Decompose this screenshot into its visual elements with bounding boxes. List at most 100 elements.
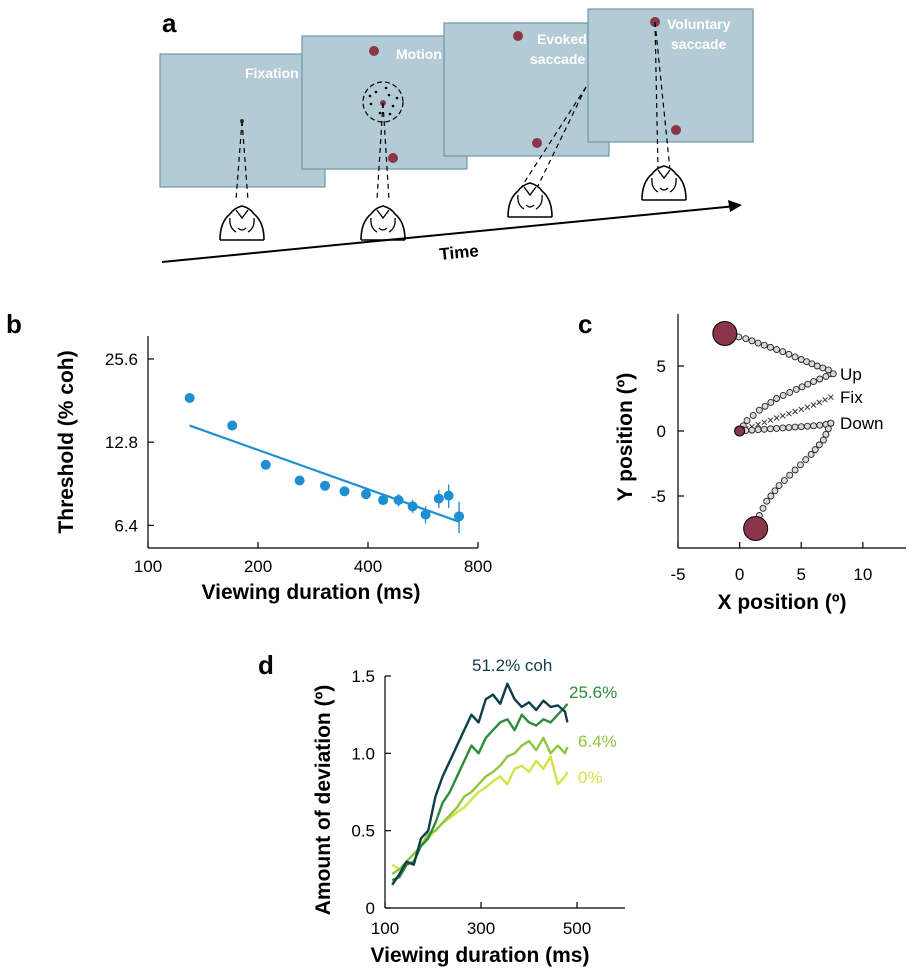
screen-evoked-saccade: Evoked saccade (443, 22, 610, 218)
c-trajectory-marker (749, 411, 757, 419)
b-ticks: 100 200 400 800 6.4 12.8 25.6 (105, 350, 492, 576)
c-trajectory-marker (822, 431, 830, 438)
b-y-axis-title: Threshold (% coh) (55, 350, 78, 533)
c-xtick-label: 5 (797, 565, 806, 584)
c-trajectory-marker (798, 406, 805, 413)
c-trajectory-marker (760, 341, 768, 349)
d-series-label: 25.6% (569, 683, 617, 702)
c-labels: Up Fix Down (840, 365, 883, 433)
screen-motion: Motion (301, 35, 468, 241)
b-points (184, 392, 465, 534)
c-trajectory-marker (819, 436, 827, 444)
c-trajectory-marker (773, 346, 781, 353)
c-trajectory-marker (792, 385, 800, 393)
panel-label-d: d (258, 650, 274, 680)
screen-voluntary-saccade: Voluntary saccade (587, 8, 754, 201)
b-data-point (339, 486, 350, 497)
c-trajectory-marker (775, 482, 783, 490)
c-ticks: -5 0 5 10 -5 0 5 (651, 357, 872, 584)
time-label: Time (439, 241, 480, 264)
c-ytick-label: 0 (657, 422, 666, 441)
motion-dots (368, 86, 399, 116)
c-trajectory-marker (773, 395, 781, 402)
c-trajectory-marker (754, 339, 762, 347)
d-xtick-label: 500 (563, 919, 591, 938)
screen-fixation: Fixation (159, 53, 326, 241)
c-trajectory-marker (743, 417, 751, 425)
c-trajectory-marker (779, 412, 786, 419)
c-xtick-label: -5 (670, 565, 685, 584)
panel-label-a: a (162, 8, 177, 38)
b-data-point (433, 493, 444, 504)
c-trajectory-marker (791, 466, 799, 474)
b-data-point (420, 509, 431, 520)
panel-label-b: b (6, 309, 22, 339)
c-trajectory-marker (761, 402, 769, 410)
c-trajectory-marker (824, 366, 832, 374)
c-trajectory-marker (767, 492, 775, 500)
c-trajectory-marker (810, 422, 818, 430)
c-trajectory-marker (771, 487, 779, 495)
c-trajectory-marker (760, 425, 768, 433)
c-target-marker (743, 516, 769, 541)
c-trajectory-marker (803, 422, 811, 430)
c-trajectory-marker (754, 426, 762, 434)
c-trajectories (712, 321, 837, 541)
b-xtick-label: 200 (244, 557, 272, 576)
d-labels: 51.2% coh 25.6% 6.4% 0% (472, 656, 617, 787)
c-trajectory-marker (785, 350, 793, 358)
c-trajectory-marker (796, 461, 804, 469)
d-series-label: 6.4% (578, 732, 617, 751)
c-trajectory-marker (810, 402, 817, 408)
c-trajectory-marker (816, 375, 824, 383)
c-trajectory-marker (816, 421, 824, 429)
c-trajectory-marker (802, 456, 810, 464)
b-x-axis-title: Viewing duration (ms) (202, 581, 421, 604)
c-trajectory-marker (761, 419, 768, 426)
target-dot (671, 125, 681, 135)
b-xtick-label: 100 (134, 557, 162, 576)
d-xtick-label: 300 (467, 919, 495, 938)
c-trajectory-marker (785, 424, 793, 431)
b-data-point (260, 459, 271, 470)
c-trajectory-marker (763, 497, 771, 505)
c-trajectory-marker (829, 370, 837, 378)
c-trajectory-marker (748, 426, 756, 434)
c-trajectory-marker (827, 394, 834, 401)
c-trajectory-marker (779, 348, 787, 356)
c-trajectory-marker (791, 423, 799, 431)
b-data-point (393, 495, 404, 506)
c-trajectory-marker (807, 450, 815, 458)
c-trajectory-marker (786, 388, 794, 396)
b-data-point (294, 475, 305, 486)
c-fixation-marker (734, 425, 746, 437)
c-ytick-label: -5 (651, 487, 666, 506)
c-trajectory-label: Up (840, 365, 862, 384)
c-trajectory-marker (755, 421, 761, 428)
c-trajectory-marker (822, 396, 828, 403)
b-data-point (184, 392, 195, 403)
motion-aperture (362, 81, 404, 123)
c-trajectory-marker (792, 408, 798, 415)
screen-label-evoked-2: saccade (530, 51, 585, 67)
d-series-label: 51.2% coh (472, 656, 552, 675)
target-dot (513, 31, 523, 41)
c-trajectory-marker (786, 471, 794, 479)
c-trajectory-marker (811, 446, 819, 454)
c-trajectory-marker (824, 425, 832, 433)
panel-label-c: c (578, 309, 592, 339)
panel-b: b 100 200 400 800 6.4 12.8 25.6 Viewing durati… (6, 309, 492, 604)
d-y-axis-title: Amount of deviation (º) (312, 685, 335, 915)
c-trajectory-marker (767, 398, 775, 406)
target-dot (388, 153, 398, 163)
screen-label-voluntary-1: Voluntary (667, 16, 731, 32)
b-ytick-label: 12.8 (105, 433, 138, 452)
b-fit-line (189, 424, 460, 523)
c-trajectory-marker (827, 419, 835, 427)
c-ytick-label: 5 (657, 357, 666, 376)
c-trajectory-marker (815, 441, 823, 449)
b-data-point (361, 489, 372, 500)
c-trajectory-marker (810, 378, 818, 386)
d-ytick-label: 1.5 (351, 667, 375, 686)
